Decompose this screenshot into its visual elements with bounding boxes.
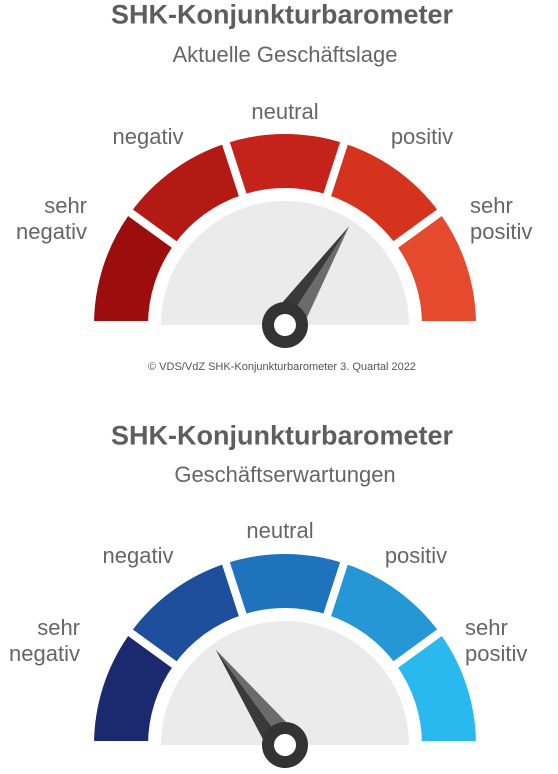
scale-label: positiv	[390, 124, 454, 149]
needle	[215, 649, 308, 768]
needle-light	[285, 226, 350, 335]
scale-label: negativ	[112, 124, 184, 149]
scale-label: sehr negativ	[16, 193, 87, 244]
needle-dark	[215, 649, 285, 755]
gauge	[85, 546, 485, 768]
gauge	[85, 126, 485, 348]
copyright: © VDS/VdZ SHK-Konjunkturbarometer 3. Qua…	[148, 361, 416, 373]
gauge-face	[161, 201, 409, 325]
gauge-subtitle: Geschäftserwartungen	[174, 462, 396, 487]
gauge-title: SHK-Konjunkturbarometer	[110, 0, 454, 30]
scale-label: sehr positiv	[470, 193, 533, 244]
needle-hub-center	[274, 314, 296, 336]
gauge-segment	[387, 624, 485, 749]
gauge-title: SHK-Konjunkturbarometer	[110, 420, 454, 451]
gauge-face	[161, 621, 409, 745]
scale-label: sehr positiv	[465, 615, 528, 666]
needle-dark	[270, 226, 350, 325]
scale-label: positiv	[384, 543, 448, 568]
needle-hub-center	[274, 734, 296, 756]
scale-label: negativ	[102, 543, 174, 568]
scale-label: neutral	[246, 518, 314, 543]
gauge-segment	[387, 204, 485, 329]
gauge-subtitle: Aktuelle Geschäftslage	[172, 42, 398, 67]
needle-light	[215, 649, 299, 745]
scale-label: neutral	[251, 99, 319, 124]
scale-label: sehr negativ	[9, 615, 80, 666]
needle	[262, 226, 350, 348]
